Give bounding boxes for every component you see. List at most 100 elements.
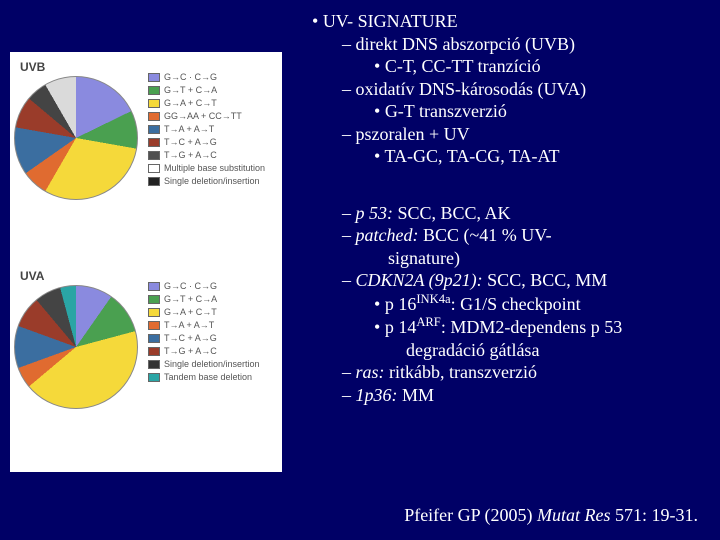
item-psoralen: pszoralen + UV bbox=[356, 123, 708, 146]
uvb-pie-chart bbox=[14, 76, 138, 200]
legend-item: T→A + A→T bbox=[148, 124, 278, 134]
citation-rest: 571: 19-31. bbox=[611, 505, 699, 525]
uvb-chart-block: UVB G→C · C→G G→T + C→A G→A + C→T GG→AA + C… bbox=[14, 58, 278, 257]
slide: UVB G→C · C→G G→T + C→A G→A + C→T GG→AA + C… bbox=[0, 0, 720, 540]
legend-swatch bbox=[148, 177, 160, 186]
legend-label: T→C + A→G bbox=[164, 137, 217, 147]
legend-label: G→C · C→G bbox=[164, 72, 217, 82]
p14-b: : MDM2-dependens p 53 bbox=[441, 317, 622, 337]
gene-p53-val: SCC, BCC, AK bbox=[393, 203, 511, 223]
left-column: UVB G→C · C→G G→T + C→A G→A + C→T GG→AA + C… bbox=[0, 0, 290, 540]
legend-swatch bbox=[148, 151, 160, 160]
legend-swatch bbox=[148, 164, 160, 173]
p16-sup: INK4a bbox=[416, 292, 450, 306]
right-column: UV- SIGNATURE direkt DNS abszorpció (UVB… bbox=[290, 0, 720, 540]
legend-item: GG→AA + CC→TT bbox=[148, 111, 278, 121]
item-oxidative: oxidatív DNS-károsodás (UVA) bbox=[356, 78, 708, 101]
legend-swatch bbox=[148, 321, 160, 330]
legend-item: G→T + C→A bbox=[148, 85, 278, 95]
ras-name: ras: bbox=[356, 362, 385, 382]
item-ta-gc: TA-GC, TA-CG, TA-AT bbox=[388, 145, 708, 168]
legend-swatch bbox=[148, 295, 160, 304]
legend-label: Tandem base deletion bbox=[164, 372, 252, 382]
legend-item: G→C · C→G bbox=[148, 72, 278, 82]
gene-ras: ras: ritkább, transzverzió bbox=[356, 361, 708, 384]
gene-cdkn2a: CDKN2A (9p21): SCC, BCC, MM bbox=[356, 269, 708, 292]
uvb-label: UVB bbox=[20, 60, 45, 74]
citation: Pfeifer GP (2005) Mutat Res 571: 19-31. bbox=[404, 505, 698, 526]
gene-cdkn2a-name: CDKN2A (9p21): bbox=[356, 270, 483, 290]
legend-item: T→G + A→C bbox=[148, 150, 278, 160]
legend-item: T→A + A→T bbox=[148, 320, 278, 330]
legend-item: T→C + A→G bbox=[148, 137, 278, 147]
legend-item: G→T + C→A bbox=[148, 294, 278, 304]
legend-swatch bbox=[148, 308, 160, 317]
legend-swatch bbox=[148, 112, 160, 121]
legend-item: G→A + C→T bbox=[148, 98, 278, 108]
legend-swatch bbox=[148, 282, 160, 291]
legend-swatch bbox=[148, 138, 160, 147]
legend-item: G→A + C→T bbox=[148, 307, 278, 317]
figure-panel: UVB G→C · C→G G→T + C→A G→A + C→T GG→AA + C… bbox=[10, 52, 282, 472]
legend-item: Single deletion/insertion bbox=[148, 176, 278, 186]
ras-val: ritkább, transzverzió bbox=[385, 362, 537, 382]
citation-journal: Mutat Res bbox=[537, 505, 611, 525]
legend-label: G→A + C→T bbox=[164, 98, 217, 108]
legend-label: G→A + C→T bbox=[164, 307, 217, 317]
legend-label: GG→AA + CC→TT bbox=[164, 111, 242, 121]
p14-sup: ARF bbox=[416, 315, 441, 329]
gene-patched-cont: signature) bbox=[388, 247, 708, 270]
legend-item: G→C · C→G bbox=[148, 281, 278, 291]
legend-swatch bbox=[148, 86, 160, 95]
item-gt-transversion: G-T transzverzió bbox=[388, 100, 708, 123]
legend-label: Single deletion/insertion bbox=[164, 359, 260, 369]
legend-swatch bbox=[148, 99, 160, 108]
legend-item: Tandem base deletion bbox=[148, 372, 278, 382]
legend-label: T→A + A→T bbox=[164, 320, 214, 330]
citation-author: Pfeifer GP (2005) bbox=[404, 505, 537, 525]
item-ct-transition: C-T, CC-TT tranzíció bbox=[388, 55, 708, 78]
p16-b: : G1/S checkpoint bbox=[451, 294, 581, 314]
gene-p14-cont: degradáció gátlása bbox=[406, 339, 708, 362]
p14-a: p 14 bbox=[385, 317, 417, 337]
item-direct-dns: direkt DNS abszorpció (UVB) bbox=[356, 33, 708, 56]
legend-label: G→T + C→A bbox=[164, 85, 217, 95]
gene-p53-name: p 53: bbox=[356, 203, 394, 223]
legend-swatch bbox=[148, 347, 160, 356]
legend-item: Single deletion/insertion bbox=[148, 359, 278, 369]
p16-a: p 16 bbox=[385, 294, 417, 314]
uva-pie-chart bbox=[14, 285, 138, 409]
spacer bbox=[298, 168, 708, 202]
legend-item: T→G + A→C bbox=[148, 346, 278, 356]
uva-pie-wrap: UVA bbox=[14, 267, 142, 466]
legend-label: Multiple base substitution bbox=[164, 163, 265, 173]
legend-item: T→C + A→G bbox=[148, 333, 278, 343]
uva-chart-block: UVA G→C · C→G G→T + C→A G→A + C→T T→A + A→T… bbox=[14, 267, 278, 466]
1p36-val: MM bbox=[398, 385, 435, 405]
heading-uv-signature: UV- SIGNATURE bbox=[326, 10, 708, 33]
gene-patched-name: patched: bbox=[356, 225, 419, 245]
uvb-pie-wrap: UVB bbox=[14, 58, 142, 257]
gene-patched: patched: BCC (~41 % UV- bbox=[356, 224, 708, 247]
gene-p16: p 16INK4a: G1/S checkpoint bbox=[388, 292, 708, 316]
legend-item: Multiple base substitution bbox=[148, 163, 278, 173]
legend-swatch bbox=[148, 125, 160, 134]
gene-p14: p 14ARF: MDM2-dependens p 53 bbox=[388, 315, 708, 339]
legend-swatch bbox=[148, 334, 160, 343]
legend-swatch bbox=[148, 360, 160, 369]
legend-swatch bbox=[148, 73, 160, 82]
legend-swatch bbox=[148, 373, 160, 382]
legend-label: T→C + A→G bbox=[164, 333, 217, 343]
gene-1p36: 1p36: MM bbox=[356, 384, 708, 407]
gene-patched-val: BCC (~41 % UV- bbox=[418, 225, 551, 245]
legend-label: Single deletion/insertion bbox=[164, 176, 260, 186]
uvb-legend: G→C · C→G G→T + C→A G→A + C→T GG→AA + CC→TT… bbox=[148, 58, 278, 257]
legend-label: T→A + A→T bbox=[164, 124, 214, 134]
uva-legend: G→C · C→G G→T + C→A G→A + C→T T→A + A→T T→C … bbox=[148, 267, 278, 466]
legend-label: G→T + C→A bbox=[164, 294, 217, 304]
legend-label: T→G + A→C bbox=[164, 150, 217, 160]
gene-p53: p 53: SCC, BCC, AK bbox=[356, 202, 708, 225]
legend-label: T→G + A→C bbox=[164, 346, 217, 356]
gene-cdkn2a-val: SCC, BCC, MM bbox=[483, 270, 608, 290]
1p36-name: 1p36: bbox=[356, 385, 398, 405]
